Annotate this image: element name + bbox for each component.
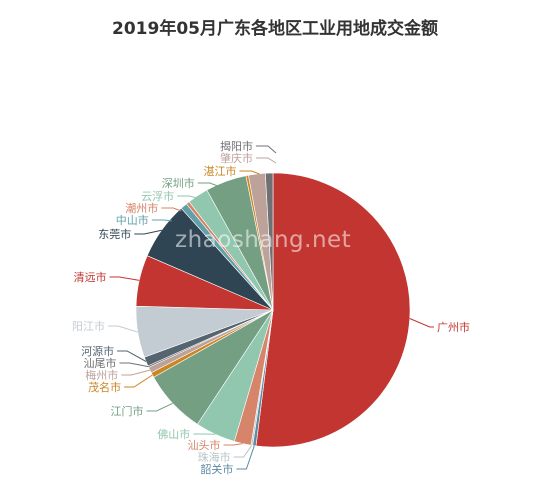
label-leader-line: [239, 170, 260, 175]
watermark: zhaoshang.net: [175, 227, 352, 253]
slice-label: 中山市: [116, 213, 149, 227]
slice-label: 梅州市: [85, 368, 118, 382]
label-leader-line: [223, 443, 243, 446]
slice-label: 韶关市: [200, 462, 233, 476]
slice-label: 汕头市: [188, 438, 221, 452]
label-leader-line: [119, 362, 149, 368]
slice-label: 潮州市: [125, 201, 158, 215]
label-leader-line: [197, 182, 218, 187]
label-leader-line: [108, 325, 138, 333]
slice-label: 东莞市: [98, 227, 131, 241]
slice-label: 揭阳市: [220, 139, 253, 153]
slice-label: 云浮市: [141, 189, 174, 203]
label-leader-line: [256, 145, 277, 154]
slice-label: 河源市: [81, 344, 114, 358]
label-leader-line: [117, 350, 147, 362]
slice-label: 阳江市: [72, 319, 105, 333]
label-leader-line: [134, 229, 162, 235]
label-leader-line: [151, 219, 172, 222]
slice-label: 广州市: [437, 320, 470, 334]
label-leader-line: [121, 369, 151, 376]
slice-label: 湛江市: [204, 164, 237, 178]
label-leader-line: [236, 445, 255, 470]
label-leader-line: [109, 276, 140, 281]
label-leader-line: [146, 402, 173, 412]
chart-title: 2019年05月广东各地区工业用地成交金额: [112, 19, 438, 39]
slice-label: 深圳市: [162, 176, 195, 190]
slice-label: 清远市: [74, 270, 107, 284]
slice-label: 肇庆市: [220, 151, 253, 165]
pie-slice[interactable]: [255, 172, 411, 448]
slice-label: 佛山市: [157, 427, 190, 441]
pie-slice[interactable]: [265, 172, 274, 311]
slice-label: 汕尾市: [84, 356, 117, 370]
label-leader-line: [256, 157, 277, 164]
label-leader-line: [177, 195, 198, 199]
label-leader-line: [409, 318, 434, 328]
label-leader-line: [124, 374, 153, 388]
label-leader-line: [161, 207, 182, 212]
slice-label: 江门市: [111, 404, 144, 418]
label-leader-line: [233, 445, 253, 458]
slice-label: 珠海市: [198, 450, 231, 464]
slice-label: 茂名市: [88, 380, 121, 394]
